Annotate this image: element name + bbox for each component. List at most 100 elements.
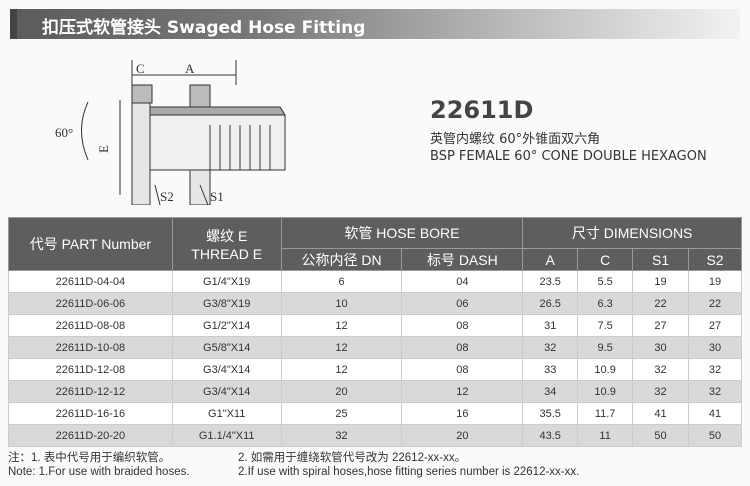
table-row: 22611D-12-08 G3/4"X14 12 08 33 10.9 32 32 — [8, 358, 742, 381]
cell-dn: 20 — [280, 380, 403, 403]
cell-s1: 41 — [632, 402, 690, 425]
note-en-1: Note: 1.For use with braided hoses. — [8, 466, 190, 478]
cell-dash: 08 — [401, 336, 524, 359]
cell-s2: 30 — [688, 336, 742, 359]
angle-label: 60° — [55, 125, 73, 140]
cell-a: 26.5 — [522, 292, 579, 315]
header-thread: 螺纹 E THREAD E — [171, 217, 282, 271]
cell-c: 10.9 — [577, 380, 634, 403]
cell-part-number: 22611D-08-08 — [8, 314, 173, 337]
cell-a: 32 — [522, 336, 579, 359]
cell-s2: 32 — [688, 380, 742, 403]
header-s2: S2 — [688, 248, 742, 271]
cell-thread: G1/2"X14 — [171, 314, 282, 337]
spec-table: 代号 PART Number 螺纹 E THREAD E 软管 HOSE BORE… — [8, 217, 742, 447]
cell-part-number: 22611D-04-04 — [8, 270, 173, 293]
dim-a-label: A — [185, 61, 195, 76]
header-c: C — [577, 248, 634, 271]
cell-s2: 32 — [688, 358, 742, 381]
cell-thread: G1"X11 — [171, 402, 282, 425]
cell-part-number: 22611D-12-08 — [8, 358, 173, 381]
model-number: 22611D — [430, 96, 534, 124]
table-row: 22611D-10-08 G5/8"X14 12 08 32 9.5 30 30 — [8, 336, 742, 359]
cell-s1: 22 — [632, 292, 690, 315]
header-thread-en: THREAD E — [191, 246, 263, 262]
cell-part-number: 22611D-20-20 — [8, 424, 173, 447]
header-a: A — [522, 248, 579, 271]
cell-thread: G3/4"X14 — [171, 358, 282, 381]
cell-a: 23.5 — [522, 270, 579, 293]
dim-c-label: C — [136, 61, 145, 76]
cell-dash: 20 — [401, 424, 524, 447]
table-row: 22611D-04-04 G1/4"X19 6 04 23.5 5.5 19 19 — [8, 270, 742, 293]
cell-thread: G1/4"X19 — [171, 270, 282, 293]
table-row: 22611D-12-12 G3/4"X14 20 12 34 10.9 32 32 — [8, 380, 742, 403]
dim-e-label: E — [96, 145, 111, 153]
cell-thread: G5/8"X14 — [171, 336, 282, 359]
table-row: 22611D-20-20 G1.1/4"X11 32 20 43.5 11 50 50 — [8, 424, 742, 447]
fitting-drawing: C A E 60° S2 S1 — [55, 60, 286, 205]
dim-s2-label: S2 — [160, 189, 174, 204]
table-row: 22611D-08-08 G1/2"X14 12 08 31 7.5 27 27 — [8, 314, 742, 337]
title-accent — [10, 9, 17, 39]
header-dash: 标号 DASH — [401, 248, 524, 271]
cell-dn: 12 — [280, 358, 403, 381]
note-cn-1: 注：1. 表中代号用于编织软管。 — [8, 452, 171, 464]
cell-dn: 10 — [280, 292, 403, 315]
cell-dash: 06 — [401, 292, 524, 315]
cell-dn: 25 — [280, 402, 403, 425]
cell-dash: 08 — [401, 358, 524, 381]
cell-part-number: 22611D-06-06 — [8, 292, 173, 315]
header-part-number: 代号 PART Number — [8, 217, 173, 271]
description-cn: 英管内螺纹 60°外锥面双六角 — [430, 132, 601, 147]
cell-part-number: 22611D-12-12 — [8, 380, 173, 403]
cell-c: 7.5 — [577, 314, 634, 337]
page-title: 扣压式软管接头 Swaged Hose Fitting — [42, 18, 366, 38]
cell-s1: 30 — [632, 336, 690, 359]
table-row: 22611D-06-06 G3/8"X19 10 06 26.5 6.3 22 22 — [8, 292, 742, 315]
cell-c: 10.9 — [577, 358, 634, 381]
cell-a: 31 — [522, 314, 579, 337]
cell-dash: 04 — [401, 270, 524, 293]
dim-s1-label: S1 — [210, 189, 224, 204]
cell-thread: G3/8"X19 — [171, 292, 282, 315]
cell-dash: 08 — [401, 314, 524, 337]
header-dimensions: 尺寸 DIMENSIONS — [522, 217, 742, 249]
cell-dash: 16 — [401, 402, 524, 425]
cell-s1: 32 — [632, 358, 690, 381]
cell-s2: 41 — [688, 402, 742, 425]
cell-a: 34 — [522, 380, 579, 403]
cell-s1: 32 — [632, 380, 690, 403]
cell-a: 35.5 — [522, 402, 579, 425]
cell-dash: 12 — [401, 380, 524, 403]
description-en: BSP FEMALE 60° CONE DOUBLE HEXAGON — [430, 149, 707, 164]
cell-s1: 50 — [632, 424, 690, 447]
cell-c: 6.3 — [577, 292, 634, 315]
cell-s2: 50 — [688, 424, 742, 447]
header-hose-bore: 软管 HOSE BORE — [280, 217, 524, 249]
cell-part-number: 22611D-16-16 — [8, 402, 173, 425]
cell-s1: 19 — [632, 270, 690, 293]
cell-thread: G3/4"X14 — [171, 380, 282, 403]
cell-s1: 27 — [632, 314, 690, 337]
cell-c: 9.5 — [577, 336, 634, 359]
header-s1: S1 — [632, 248, 690, 271]
cell-s2: 22 — [688, 292, 742, 315]
cell-a: 43.5 — [522, 424, 579, 447]
note-en-2: 2.If use with spiral hoses,hose fitting … — [238, 466, 580, 478]
cell-dn: 32 — [280, 424, 403, 447]
cell-dn: 12 — [280, 336, 403, 359]
cell-c: 11 — [577, 424, 634, 447]
cell-thread: G1.1/4"X11 — [171, 424, 282, 447]
cell-a: 33 — [522, 358, 579, 381]
header-dn: 公称内径 DN — [280, 248, 403, 271]
title-bar: 扣压式软管接头 Swaged Hose Fitting — [10, 9, 740, 39]
note-cn-2: 2. 如需用于缠绕软管代号改为 22612-xx-xx。 — [238, 452, 467, 464]
table-row: 22611D-16-16 G1"X11 25 16 35.5 11.7 41 41 — [8, 402, 742, 425]
cell-c: 11.7 — [577, 402, 634, 425]
cell-dn: 6 — [280, 270, 403, 293]
cell-part-number: 22611D-10-08 — [8, 336, 173, 359]
cell-dn: 12 — [280, 314, 403, 337]
cell-s2: 19 — [688, 270, 742, 293]
cell-c: 5.5 — [577, 270, 634, 293]
